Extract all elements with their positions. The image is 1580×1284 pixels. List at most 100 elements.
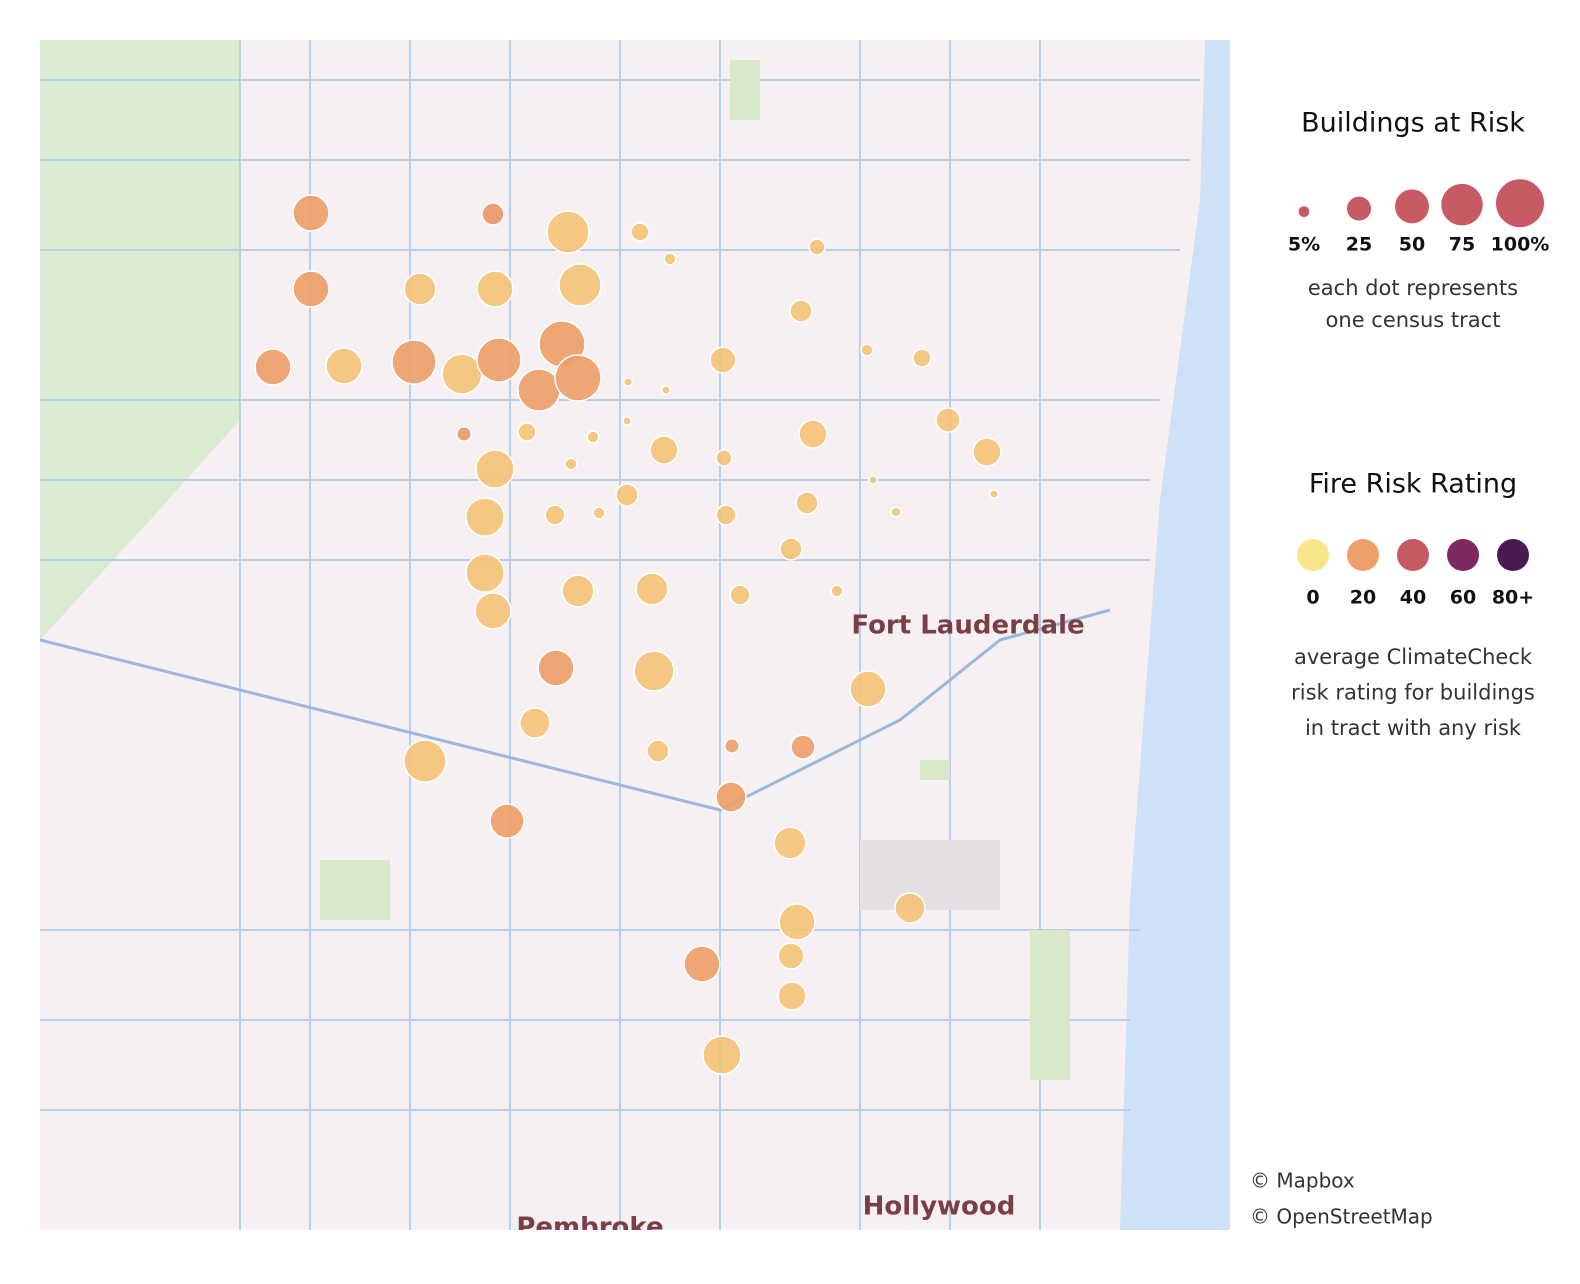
ocean (1120, 40, 1230, 1230)
color-key-label: 0 (1306, 587, 1319, 609)
tract-dot (912, 348, 932, 368)
tract-dot (702, 1035, 742, 1075)
color-key-label: 40 (1400, 587, 1426, 609)
tract-dot (403, 272, 437, 306)
legend-note: risk rating for buildings (1291, 681, 1535, 705)
tract-dot (519, 707, 551, 739)
attribution: © Mapbox (1250, 1169, 1355, 1193)
tract-dot (646, 739, 670, 763)
tract-dot (894, 892, 926, 924)
legend-title: Buildings at Risk (1301, 108, 1525, 139)
size-key-label: 50 (1399, 234, 1425, 256)
color-key-label: 80+ (1492, 587, 1534, 609)
tract-dot (798, 419, 828, 449)
airport (860, 840, 1000, 910)
color-key (1497, 539, 1529, 571)
legend-title: Fire Risk Rating (1309, 469, 1517, 500)
tract-dot (537, 649, 575, 687)
green-areas (320, 60, 1070, 1080)
color-key (1447, 539, 1479, 571)
tract-dot (724, 738, 740, 754)
tract-dot (709, 346, 737, 374)
attribution: © OpenStreetMap (1250, 1205, 1433, 1229)
tract-dot (489, 803, 525, 839)
size-key (1347, 196, 1371, 221)
color-key (1297, 539, 1329, 571)
tract-dot (403, 739, 447, 783)
tract-dot (972, 437, 1002, 467)
tract-dot (517, 368, 561, 412)
tract-dot (465, 553, 505, 593)
tract-dot (622, 416, 632, 426)
legend-note: each dot represents (1308, 276, 1518, 300)
tract-dot (683, 945, 721, 983)
legend-note: average ClimateCheck (1294, 645, 1533, 669)
tract-dot (517, 422, 537, 442)
tract-dot (292, 194, 330, 232)
tract-dot (615, 483, 639, 507)
size-key-label: 100% (1491, 234, 1550, 256)
place-label: Fort Lauderdale (851, 611, 1084, 641)
tract-dot (773, 826, 807, 860)
tract-dot (623, 377, 633, 387)
size-key-label: 25 (1346, 234, 1372, 256)
tract-dot (649, 435, 679, 465)
legend-note: one census tract (1326, 308, 1501, 332)
tract-dot (592, 506, 606, 520)
legend-note: in tract with any risk (1305, 716, 1522, 740)
tract-dot (795, 491, 819, 515)
park (40, 40, 240, 640)
tract-dot (292, 270, 330, 308)
size-key (1298, 206, 1310, 217)
tract-dot (546, 210, 590, 254)
tract-dot (715, 449, 733, 467)
size-key (1395, 189, 1429, 224)
tract-dot (715, 504, 737, 526)
tract-dot (777, 942, 805, 970)
tract-dot (789, 299, 813, 323)
map[interactable]: Fort Lauderdale Hollywood Pembroke (40, 40, 1230, 1243)
color-key-label: 60 (1450, 587, 1476, 609)
size-key (1496, 179, 1544, 228)
tract-dot (778, 903, 816, 941)
tract-dot (830, 584, 844, 598)
tract-dots (254, 194, 1002, 1075)
tract-dot (564, 457, 578, 471)
tract-dot (860, 343, 874, 357)
tract-dot (254, 348, 292, 386)
tract-dot (476, 337, 522, 383)
tract-dot (777, 981, 807, 1011)
size-key (1441, 183, 1483, 226)
tract-dot (779, 537, 803, 561)
tract-dot (476, 270, 514, 308)
tract-dot (935, 407, 961, 433)
tract-dot (554, 354, 602, 402)
tract-dot (441, 353, 483, 395)
tract-dot (391, 339, 437, 385)
tract-dot (633, 650, 675, 692)
tract-dot (544, 504, 566, 526)
legend: 5% 25 50 75 100% each dot represents one censu… (1288, 179, 1549, 740)
tract-dot (561, 574, 595, 608)
tract-dot (849, 670, 887, 708)
tract-dot (474, 592, 512, 630)
color-key-label: 20 (1350, 587, 1376, 609)
tract-dot (465, 497, 505, 537)
tract-dot (808, 238, 826, 256)
canals (40, 40, 1200, 1230)
tract-dot (630, 222, 650, 242)
tract-dot (790, 734, 816, 760)
tract-dot (868, 475, 878, 485)
tract-dot (663, 252, 677, 266)
tract-dot (890, 506, 902, 518)
tract-dot (558, 263, 602, 307)
tract-dot (586, 430, 600, 444)
color-key (1397, 539, 1429, 571)
tract-dot (456, 426, 472, 442)
size-key-label: 75 (1449, 234, 1475, 256)
tract-dot (989, 489, 999, 499)
tract-dot (475, 449, 515, 489)
tract-dot (481, 202, 505, 226)
size-key-label: 5% (1288, 234, 1320, 256)
